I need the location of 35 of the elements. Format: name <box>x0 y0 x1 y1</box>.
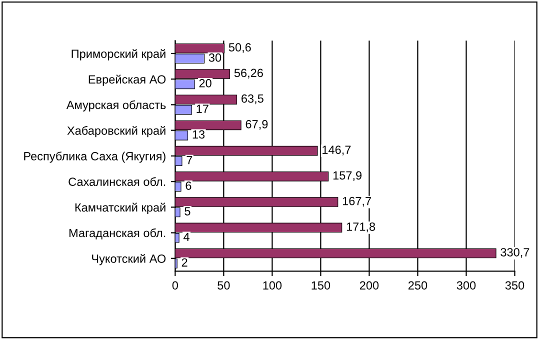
y-tick-label: Камчатский край <box>75 202 166 214</box>
x-tick-label: 150 <box>312 281 330 290</box>
x-tick-label: 350 <box>505 281 524 290</box>
data-label: 7 <box>186 156 192 164</box>
y-tick-label: Приморский край <box>72 49 166 60</box>
x-tick-label: 50 <box>218 281 230 290</box>
data-label: 4 <box>183 232 190 241</box>
y-tick-label: Амурская область <box>66 100 166 112</box>
x-tick-label: 100 <box>263 281 282 290</box>
data-label: 167,7 <box>342 196 371 207</box>
y-tick-label: Чукотский АО <box>92 254 166 266</box>
x-tick-label: 300 <box>456 281 476 290</box>
x-tick-label: 250 <box>408 281 428 290</box>
data-label: 5 <box>184 207 190 216</box>
data-label: 330,7 <box>500 248 530 258</box>
y-tick-label: Республика Саха (Якугия) <box>24 152 166 163</box>
data-label: 157,9 <box>333 171 362 181</box>
data-label: 13 <box>192 130 205 139</box>
x-tick-label: 0 <box>172 281 178 290</box>
y-tick-label: Сахалинская обл. <box>68 177 166 186</box>
data-label: 171,8 <box>346 222 376 232</box>
data-label: 56,26 <box>234 68 263 79</box>
y-tick-label: Еврейская АО <box>88 74 166 86</box>
y-tick-label: Хабаровский край <box>67 126 166 138</box>
data-label: 30 <box>208 53 222 62</box>
data-label: 67,9 <box>246 120 268 130</box>
data-label: 2 <box>182 258 188 267</box>
data-label: 17 <box>196 104 208 113</box>
x-tick-label: 200 <box>360 281 379 290</box>
data-label: 6 <box>186 181 192 190</box>
data-label: 20 <box>199 79 212 88</box>
y-tick-label: Магаданская обл. <box>69 228 166 240</box>
data-label: 63,5 <box>242 94 264 104</box>
data-label: 50,6 <box>228 43 251 53</box>
data-label: 146,7 <box>322 146 351 156</box>
